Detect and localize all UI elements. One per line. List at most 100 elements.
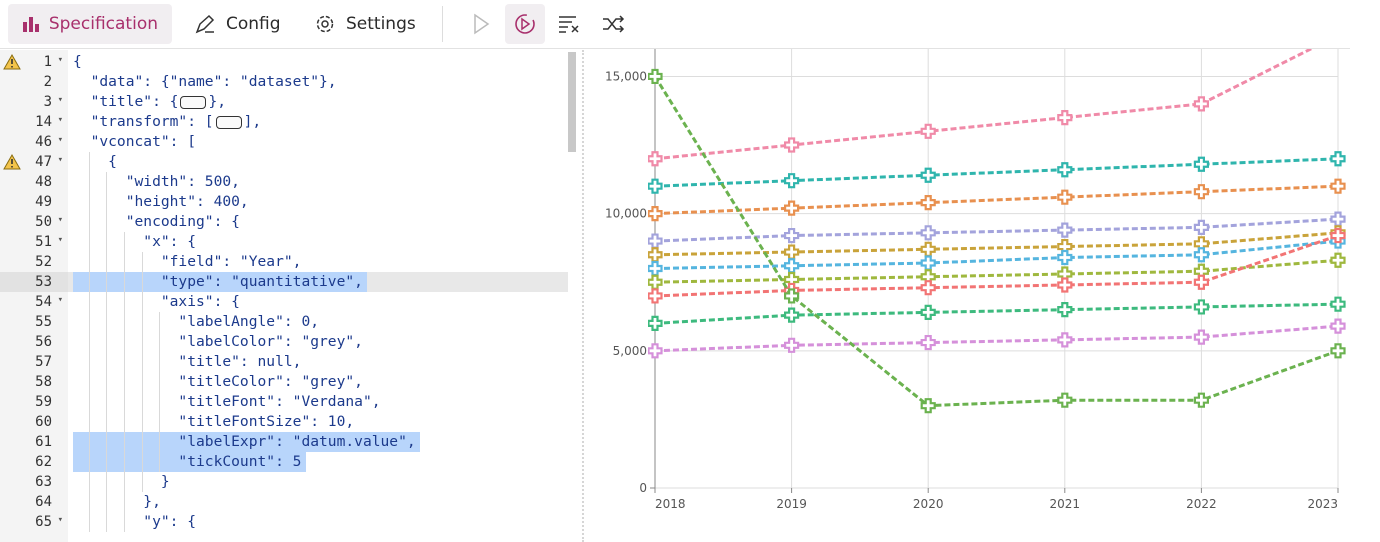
icon: [515, 14, 535, 34]
tab-label: Settings: [346, 14, 416, 34]
code-text: "data": {"name": "dataset"},: [73, 73, 337, 90]
line-number: 64: [35, 494, 52, 510]
run-button[interactable]: [466, 12, 496, 36]
shuffle-button[interactable]: [600, 12, 628, 36]
x-tick-label: 2020: [913, 497, 944, 511]
point: [920, 334, 936, 351]
code-text: "type": "quantitative",: [73, 273, 363, 290]
code-text: "height": 400,: [73, 193, 249, 210]
toolbar: Specification Config Settings: [0, 0, 1350, 49]
point: [1330, 318, 1346, 334]
icon: [195, 14, 215, 34]
point: [1193, 156, 1209, 172]
tab[interactable]: Config: [180, 4, 295, 44]
series-line: [654, 324, 1339, 353]
code-line: "titleFontSize": 10,: [73, 412, 354, 432]
indent-guide: [106, 352, 108, 372]
indent-guide: [124, 372, 126, 392]
point: [1193, 96, 1209, 112]
line-gutter: 53: [0, 272, 68, 292]
indent-guide: [124, 352, 126, 372]
point: [1193, 247, 1209, 263]
line-number: 2: [43, 74, 52, 90]
scrollbar[interactable]: [568, 52, 576, 152]
indent-guide: [124, 252, 126, 272]
line-number: 59: [35, 394, 52, 410]
point: [1330, 296, 1346, 312]
auto-run-button[interactable]: [505, 4, 545, 44]
tab-label: Specification: [48, 14, 158, 34]
code-line: "title": null,: [73, 352, 301, 372]
point: [648, 274, 663, 290]
indent-guide: [106, 432, 108, 452]
series-line: [653, 75, 1339, 408]
y-tick-label: 15,000: [605, 69, 647, 83]
indent-guide: [141, 372, 143, 392]
point: [920, 304, 936, 320]
code-text: },: [208, 93, 227, 110]
tab[interactable]: Specification: [8, 4, 172, 44]
indent-guide: [106, 452, 108, 472]
point: [1193, 299, 1209, 315]
tab[interactable]: Settings: [300, 4, 430, 44]
indent-guide: [88, 272, 90, 292]
point: [1330, 252, 1346, 268]
indent-guide: [88, 432, 90, 452]
series-line: [654, 49, 1315, 161]
point: [1330, 178, 1346, 194]
indent-guide: [88, 472, 90, 492]
fold-arrow: ▾: [57, 235, 63, 245]
indent-guide: [88, 312, 90, 332]
point: [1057, 302, 1073, 318]
indent-guide: [124, 332, 126, 352]
indent-guide: [106, 412, 108, 432]
line-number: 63: [35, 474, 52, 490]
indent-guide: [106, 492, 108, 512]
line-number: 57: [35, 354, 52, 370]
format-button[interactable]: [556, 12, 584, 36]
line-gutter: 1 ▾: [0, 52, 68, 72]
line-gutter: 14 ▾: [0, 112, 68, 132]
indent-guide: [88, 352, 90, 372]
code-text: "encoding": {: [73, 213, 240, 230]
line-number: 48: [35, 174, 52, 190]
indent-guide: [159, 332, 161, 352]
point: [648, 247, 663, 263]
code-line: "titleFont": "Verdana",: [73, 392, 380, 412]
point: [784, 258, 800, 274]
line-gutter: 47 ▾: [0, 152, 68, 172]
point: [1057, 162, 1073, 178]
indent-guide: [141, 252, 143, 272]
indent-guide: [106, 392, 108, 412]
y-tick-label: 10,000: [605, 207, 647, 221]
editor: 1 ▾{2 "data": {"name": "dataset"}, 3 ▾ "tit…: [0, 50, 580, 542]
fold-placeholder: [215, 115, 242, 129]
line-number: 60: [35, 414, 52, 430]
point: [920, 167, 936, 183]
code-text: {: [73, 153, 117, 170]
line-number: 14: [35, 114, 52, 130]
line-number: 47: [35, 154, 52, 170]
line-gutter: 58: [0, 372, 68, 392]
indent-guide: [159, 432, 161, 452]
point: [1057, 277, 1073, 293]
code-text: "labelColor": "grey",: [73, 333, 363, 350]
splitter[interactable]: [582, 50, 584, 542]
indent-guide: [88, 252, 90, 272]
point: [648, 233, 663, 249]
line-gutter: 2: [0, 72, 68, 92]
selection: [73, 452, 306, 472]
point: [1057, 189, 1073, 205]
separator: [442, 6, 443, 42]
chart: 0 5,000 10,000 15,000 2018 2019 2020 2021 2022 20…: [605, 49, 1346, 511]
line-number: 46: [35, 134, 52, 150]
point: [920, 195, 936, 211]
indent-guide: [106, 372, 108, 392]
series-line: [654, 184, 1339, 216]
code-text: "labelAngle": 0,: [73, 313, 320, 330]
series-line: [654, 239, 1339, 270]
y-tick-label: 0: [639, 481, 647, 495]
indent-guide: [141, 452, 143, 472]
line-number: 62: [35, 454, 52, 470]
point: [648, 343, 663, 359]
